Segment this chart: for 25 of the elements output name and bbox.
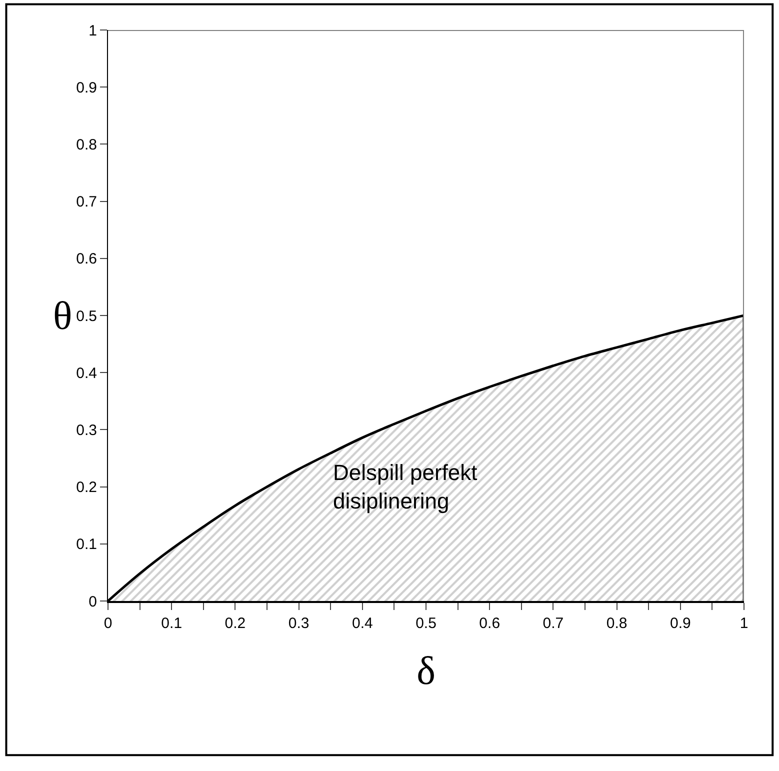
x-tick-label: 1 [740, 615, 748, 632]
x-tick-label: 0.3 [288, 615, 310, 632]
x-tick-label: 0.5 [416, 615, 436, 632]
x-tick-label: 0.8 [606, 615, 628, 632]
y-tick-label: 0.4 [76, 364, 97, 382]
x-tick-label: 0.1 [161, 615, 182, 632]
y-tick-label: 0.8 [76, 136, 97, 154]
y-tick-label: 0.5 [76, 308, 97, 325]
x-tick-label: 0.9 [670, 615, 691, 632]
x-tick-label: 0.2 [224, 615, 246, 632]
y-tick-label: 0 [88, 593, 97, 610]
y-axis-title: θ [53, 293, 72, 338]
x-tick-label: 0.4 [352, 615, 373, 632]
x-axis-title: δ [416, 648, 436, 693]
x-tick-label: 0.6 [479, 615, 500, 632]
y-tick-label: 0.6 [76, 250, 97, 268]
y-tick-label: 0.2 [76, 479, 97, 496]
x-tick-label: 0.7 [542, 615, 564, 632]
y-tick-label: 1 [88, 22, 97, 40]
y-tick-label: 0.3 [76, 422, 97, 439]
x-tick-label: 0 [104, 615, 112, 632]
annotation: Delspill perfekt disiplinering [333, 460, 478, 514]
y-tick-label: 0.9 [76, 79, 97, 96]
y-tick-label: 0.1 [76, 536, 97, 554]
y-tick-label: 0.7 [76, 194, 97, 211]
